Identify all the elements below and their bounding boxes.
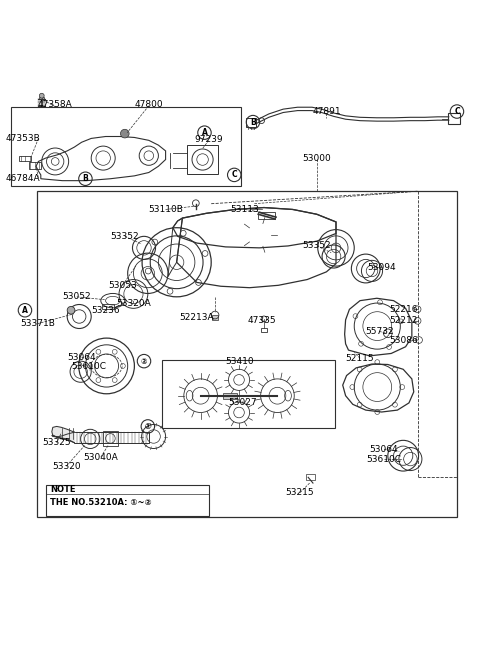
Text: 53610C: 53610C	[72, 363, 106, 371]
Text: 53000: 53000	[302, 154, 331, 162]
Text: 53352: 53352	[110, 232, 139, 241]
Text: 53086: 53086	[389, 336, 418, 344]
Text: 52216: 52216	[389, 305, 418, 314]
Bar	[448, 114, 460, 124]
Text: ②: ②	[141, 357, 147, 366]
Text: 53064: 53064	[370, 445, 398, 454]
Text: THE NO.53210A: ①~②: THE NO.53210A: ①~②	[50, 498, 152, 507]
Bar	[306, 474, 315, 480]
Bar	[223, 393, 237, 399]
Text: 47335: 47335	[247, 316, 276, 325]
Polygon shape	[52, 426, 74, 443]
Text: 55732: 55732	[365, 327, 394, 336]
Text: 53113: 53113	[230, 205, 259, 214]
Text: 53053: 53053	[108, 281, 137, 290]
Text: 53027: 53027	[228, 398, 257, 407]
Text: 53110B: 53110B	[148, 205, 183, 214]
Text: 53320A: 53320A	[116, 298, 151, 307]
Text: 53325: 53325	[42, 438, 71, 447]
Text: 53320: 53320	[52, 462, 81, 471]
Text: 46784A: 46784A	[6, 174, 40, 183]
Bar	[103, 431, 118, 445]
Text: 53371B: 53371B	[20, 319, 55, 328]
Text: 53094: 53094	[367, 263, 396, 271]
Bar	[212, 315, 218, 320]
Text: A: A	[22, 306, 28, 315]
Bar	[187, 145, 218, 174]
Bar	[74, 432, 149, 443]
Text: C: C	[454, 107, 460, 116]
Text: 97239: 97239	[194, 135, 223, 145]
Text: C: C	[231, 170, 237, 179]
Circle shape	[67, 306, 75, 314]
Bar	[19, 156, 31, 162]
Text: 53236: 53236	[91, 306, 120, 315]
Text: 53040A: 53040A	[84, 453, 118, 462]
Text: B: B	[83, 174, 88, 183]
Text: 53064: 53064	[67, 353, 96, 362]
Bar	[102, 304, 114, 309]
Text: A: A	[202, 128, 207, 137]
Circle shape	[120, 129, 129, 138]
Bar	[29, 162, 41, 169]
Text: 52212: 52212	[389, 316, 418, 325]
Bar	[246, 118, 256, 127]
Text: B: B	[250, 118, 256, 127]
Text: 47891: 47891	[312, 107, 341, 116]
Text: 53410: 53410	[226, 357, 254, 366]
Text: 47353B: 47353B	[6, 134, 40, 143]
Circle shape	[39, 93, 44, 98]
Text: 53610C: 53610C	[367, 455, 401, 464]
Text: 47358A: 47358A	[38, 101, 72, 109]
Bar	[258, 212, 275, 219]
Text: NOTE: NOTE	[50, 485, 76, 494]
Bar	[39, 97, 44, 99]
Text: 53215: 53215	[286, 488, 314, 497]
Text: 52115: 52115	[346, 353, 374, 363]
Text: 52213A: 52213A	[180, 313, 214, 323]
Text: ①: ①	[144, 422, 151, 431]
Bar	[261, 328, 267, 332]
Text: 47800: 47800	[134, 101, 163, 109]
Text: 53352: 53352	[302, 241, 331, 250]
Text: 53052: 53052	[62, 292, 91, 302]
